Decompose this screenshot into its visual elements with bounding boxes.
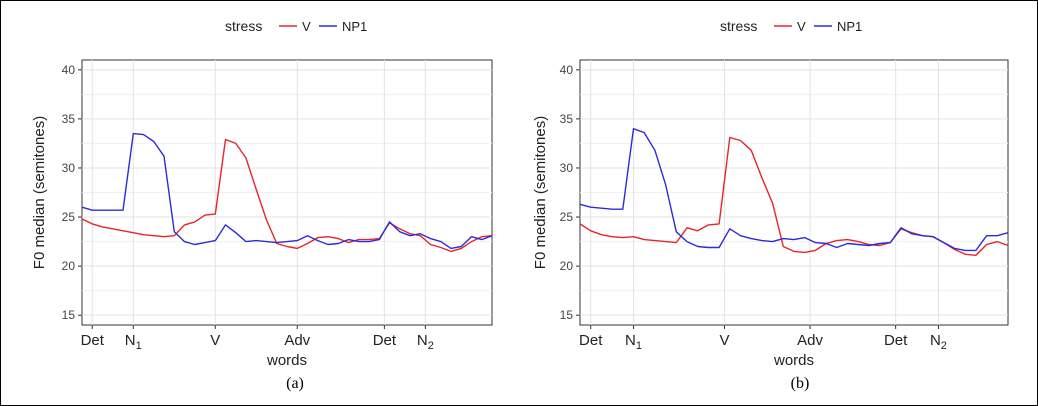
x-tick-label: Det bbox=[579, 332, 603, 349]
x-axis-title: words bbox=[773, 352, 814, 369]
y-tick-label: 20 bbox=[62, 259, 76, 273]
y-tick-label: 30 bbox=[62, 161, 76, 175]
panel-label: (b) bbox=[791, 375, 810, 392]
x-tick-label: N2 bbox=[417, 332, 434, 352]
y-tick-label: 15 bbox=[62, 308, 76, 322]
panel-a: 15 20 25 30 35 40 Det N1 V Adv Det N2 F0 median (sem… bbox=[31, 18, 493, 392]
y-tick-label: 15 bbox=[560, 308, 574, 322]
x-tick-label: V bbox=[210, 332, 220, 349]
series-line-np1 bbox=[579, 127, 1009, 252]
x-tick-label: N1 bbox=[125, 332, 142, 352]
x-tick-label: Adv bbox=[797, 332, 823, 349]
y-axis-title: F0 median (semitones) bbox=[532, 116, 549, 269]
y-tick-label: 35 bbox=[560, 112, 574, 126]
y-axis-title: F0 median (semitones) bbox=[31, 116, 48, 269]
legend-label-np1: NP1 bbox=[342, 19, 367, 34]
x-tick-subscript: 1 bbox=[136, 340, 142, 352]
panel-label: (a) bbox=[286, 375, 304, 392]
panel-b: 15 20 25 30 35 40 Det N1 V Adv Det N2 F0 median (sem… bbox=[532, 18, 1009, 392]
x-tick-label: V bbox=[719, 332, 729, 349]
x-tick-label: N1 bbox=[625, 332, 642, 352]
x-axis-title: words bbox=[266, 352, 307, 369]
x-tick-label: Det bbox=[373, 332, 397, 349]
legend-title: stress bbox=[720, 18, 757, 34]
y-tick-label: 25 bbox=[62, 210, 76, 224]
legend-label-np1: NP1 bbox=[837, 19, 862, 34]
legend-label-v: V bbox=[302, 19, 311, 34]
y-tick-label: 30 bbox=[560, 161, 574, 175]
legend-label-v: V bbox=[797, 19, 806, 34]
legend-title: stress bbox=[225, 18, 262, 34]
x-tick-subscript: 2 bbox=[941, 340, 947, 352]
y-tick-label: 25 bbox=[560, 210, 574, 224]
y-tick-label: 20 bbox=[560, 259, 574, 273]
x-tick-subscript: 2 bbox=[428, 340, 434, 352]
series-line-np1 bbox=[81, 132, 493, 250]
y-tick-label: 35 bbox=[62, 112, 76, 126]
x-tick-subscript: 1 bbox=[636, 340, 642, 352]
x-tick-label: Det bbox=[81, 332, 105, 349]
series-line-v bbox=[81, 138, 493, 253]
y-tick-label: 40 bbox=[62, 63, 76, 77]
x-tick-label: Adv bbox=[284, 332, 310, 349]
x-tick-label: Det bbox=[884, 332, 908, 349]
y-tick-label: 40 bbox=[560, 63, 574, 77]
x-tick-label: N2 bbox=[930, 332, 947, 352]
